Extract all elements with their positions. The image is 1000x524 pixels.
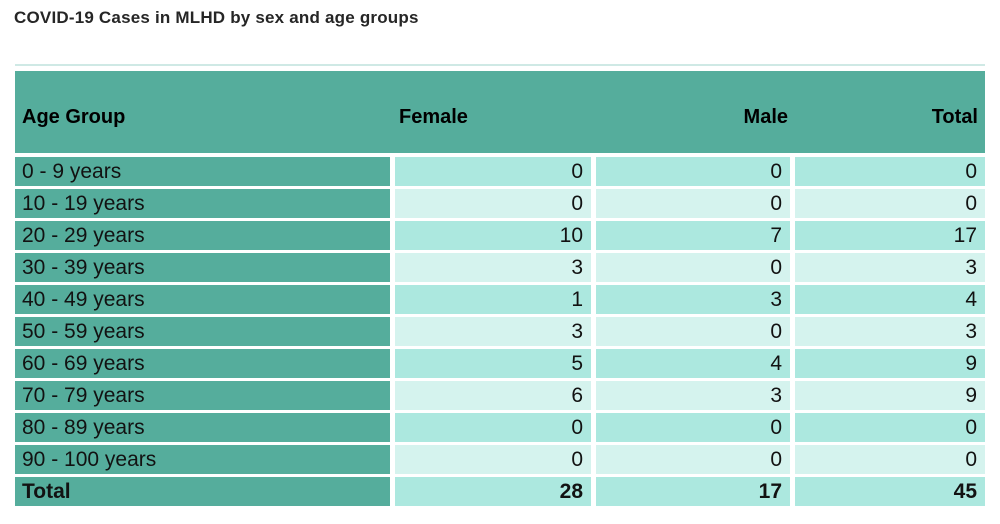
male-cell: 3 [596, 381, 790, 410]
age-group-cell: 20 - 29 years [15, 221, 390, 250]
male-cell: 0 [596, 253, 790, 282]
total-cell: 3 [795, 317, 985, 346]
age-group-cell: 70 - 79 years [15, 381, 390, 410]
table-row: 50 - 59 years 3 0 3 [15, 317, 985, 346]
female-cell: 1 [395, 285, 591, 314]
total-cell: 17 [795, 221, 985, 250]
male-cell: 0 [596, 157, 790, 186]
age-group-cell: 60 - 69 years [15, 349, 390, 378]
table-row: 40 - 49 years 1 3 4 [15, 285, 985, 314]
age-group-cell: 0 - 9 years [15, 157, 390, 186]
table-row: 90 - 100 years 0 0 0 [15, 445, 985, 474]
cases-table: Age Group Female Male Total 0 - 9 years 0… [15, 64, 985, 509]
header-male: Male [743, 105, 788, 128]
total-cell: 0 [795, 413, 985, 442]
age-group-cell: 90 - 100 years [15, 445, 390, 474]
total-cell: 0 [795, 157, 985, 186]
total-cell: 0 [795, 189, 985, 218]
table-body: 0 - 9 years 0 0 0 10 - 19 years 0 0 0 20 - 29 ye… [15, 157, 985, 506]
header-female: Female [399, 105, 468, 128]
header-total: Total [931, 105, 978, 128]
age-group-cell: 50 - 59 years [15, 317, 390, 346]
table-row: 20 - 29 years 10 7 17 [15, 221, 985, 250]
female-cell: 28 [395, 477, 591, 506]
table-row: 70 - 79 years 6 3 9 [15, 381, 985, 410]
total-cell: 3 [795, 253, 985, 282]
total-cell: 0 [795, 445, 985, 474]
male-cell: 7 [596, 221, 790, 250]
male-cell: 0 [596, 413, 790, 442]
table-total-row: Total 28 17 45 [15, 477, 985, 506]
female-cell: 10 [395, 221, 591, 250]
female-cell: 3 [395, 253, 591, 282]
table-row: 80 - 89 years 0 0 0 [15, 413, 985, 442]
age-group-cell: 40 - 49 years [15, 285, 390, 314]
female-cell: 6 [395, 381, 591, 410]
total-label-cell: Total [15, 477, 390, 506]
age-group-cell: 30 - 39 years [15, 253, 390, 282]
table-row: 60 - 69 years 5 4 9 [15, 349, 985, 378]
table-header-row: Age Group Female Male Total [15, 71, 985, 153]
table-row: 0 - 9 years 0 0 0 [15, 157, 985, 186]
total-cell: 45 [795, 477, 985, 506]
header-age-group: Age Group [22, 105, 126, 128]
page-title: COVID-19 Cases in MLHD by sex and age gr… [14, 8, 419, 27]
male-cell: 17 [596, 477, 790, 506]
female-cell: 0 [395, 445, 591, 474]
male-cell: 0 [596, 189, 790, 218]
male-cell: 3 [596, 285, 790, 314]
age-group-cell: 80 - 89 years [15, 413, 390, 442]
male-cell: 4 [596, 349, 790, 378]
age-group-cell: 10 - 19 years [15, 189, 390, 218]
female-cell: 3 [395, 317, 591, 346]
female-cell: 5 [395, 349, 591, 378]
total-cell: 4 [795, 285, 985, 314]
table-row: 30 - 39 years 3 0 3 [15, 253, 985, 282]
male-cell: 0 [596, 317, 790, 346]
female-cell: 0 [395, 189, 591, 218]
female-cell: 0 [395, 413, 591, 442]
table-row: 10 - 19 years 0 0 0 [15, 189, 985, 218]
female-cell: 0 [395, 157, 591, 186]
total-cell: 9 [795, 381, 985, 410]
table-top-border [15, 64, 985, 66]
total-cell: 9 [795, 349, 985, 378]
male-cell: 0 [596, 445, 790, 474]
